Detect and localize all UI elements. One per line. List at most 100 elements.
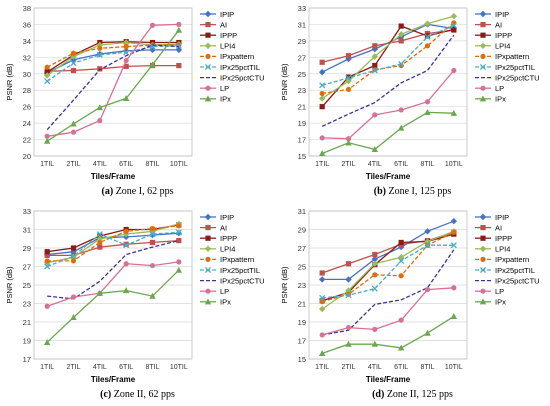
- series-line: [321, 34, 455, 127]
- legend-marker: [205, 85, 211, 91]
- data-point: [318, 150, 326, 157]
- legend-entry: IPx25pctTIL: [200, 266, 260, 275]
- legend-label: IPx25pctTIL: [495, 266, 535, 275]
- data-point: [450, 217, 458, 225]
- data-point: [345, 276, 352, 283]
- data-point: [123, 44, 129, 50]
- data-point: [319, 82, 326, 89]
- legend-marker: [204, 266, 212, 274]
- data-point: [319, 135, 325, 141]
- data-point: [44, 69, 50, 75]
- data-point: [123, 49, 130, 56]
- legend-entry: IPxpattern: [475, 255, 529, 264]
- series-IPPP: [319, 231, 457, 304]
- data-point: [345, 324, 352, 331]
- legend-label: AI: [220, 20, 227, 29]
- data-point: [123, 261, 129, 267]
- x-tick-label: 6TIL: [394, 161, 408, 168]
- data-point: [319, 270, 325, 276]
- series-IPx: [318, 109, 458, 157]
- y-tick-label: 30: [23, 70, 31, 79]
- data-point: [450, 242, 457, 249]
- legend-entry: IPPP: [475, 234, 512, 243]
- series-IPx25pctTIL: [319, 242, 457, 302]
- y-tick-label: 29: [298, 226, 306, 235]
- series-line: [321, 23, 454, 73]
- legend-entry: IPxpattern: [475, 52, 529, 61]
- legend-label: IPPP: [495, 31, 512, 40]
- legend-entry: LP: [475, 287, 504, 296]
- caption-text-a: Zone I, 62 pps: [115, 186, 174, 197]
- x-axis-label: Tiles/Frame: [91, 172, 136, 181]
- data-point: [96, 51, 103, 58]
- data-point: [70, 60, 77, 67]
- data-point: [345, 261, 352, 267]
- data-point: [371, 285, 378, 292]
- y-tick-label: 19: [298, 318, 306, 327]
- legend-marker: [480, 288, 486, 294]
- data-point: [372, 251, 378, 258]
- legend-entry: IPIP: [200, 213, 234, 222]
- data-point: [122, 287, 130, 294]
- data-point: [345, 77, 352, 85]
- data-point: [122, 47, 130, 54]
- data-point: [70, 294, 77, 300]
- legend-marker: [204, 245, 212, 252]
- data-point: [397, 124, 405, 131]
- data-point: [345, 340, 352, 347]
- legend-entry: AI: [475, 20, 502, 29]
- x-tick-label: 4TIL: [368, 161, 382, 168]
- data-point: [319, 90, 325, 97]
- data-point: [123, 242, 130, 249]
- data-point: [397, 344, 405, 351]
- x-tick-label: 4TIL: [93, 161, 107, 168]
- data-point: [371, 255, 379, 263]
- legend-entry: IPx: [475, 298, 506, 307]
- data-point: [149, 46, 156, 54]
- legend-label: IPx25pctCTU: [220, 73, 265, 82]
- data-point: [70, 313, 77, 320]
- legend-marker: [204, 298, 212, 305]
- legend-marker: [205, 22, 211, 28]
- y-tick-label: 21: [23, 318, 31, 327]
- data-point: [97, 66, 103, 72]
- legend-entry: IPxpattern: [200, 255, 254, 264]
- legend-label: IPIP: [495, 10, 509, 19]
- y-tick-label: 33: [298, 4, 306, 13]
- data-point: [371, 67, 378, 74]
- legend-label: IPIP: [220, 213, 234, 222]
- x-axis-label: Tiles/Frame: [366, 375, 411, 384]
- series-line: [46, 41, 179, 76]
- data-point: [44, 303, 50, 309]
- series-LP: [319, 285, 457, 338]
- data-point: [398, 60, 405, 67]
- y-tick-label: 19: [298, 119, 306, 128]
- data-point: [450, 22, 457, 29]
- plot-area: [33, 210, 193, 360]
- legend-label: AI: [220, 223, 227, 232]
- legend-label: IPPP: [495, 234, 512, 243]
- data-point: [372, 112, 378, 118]
- data-point: [424, 329, 431, 336]
- legend-label: LP: [220, 84, 229, 93]
- data-point: [345, 74, 352, 81]
- data-point: [44, 258, 50, 264]
- y-tick-label: 32: [23, 53, 31, 62]
- legend-label: IPPP: [220, 234, 237, 243]
- data-point: [176, 62, 182, 69]
- legend-entry: LPI4: [200, 42, 235, 51]
- data-point: [44, 78, 51, 85]
- legend-label: IPx25pctTIL: [495, 63, 535, 72]
- series-line: [46, 44, 179, 68]
- data-point: [345, 292, 352, 299]
- legend-marker: [479, 266, 487, 274]
- data-point: [398, 317, 404, 323]
- data-point: [43, 72, 51, 79]
- series-line: [321, 111, 454, 155]
- legend-entry: IPPP: [200, 31, 237, 40]
- x-tick-label: 10TIL: [170, 161, 188, 168]
- data-point: [398, 273, 404, 279]
- y-tick-label: 21: [298, 103, 306, 112]
- y-tick-label: 33: [23, 207, 31, 216]
- x-tick-label: 10TIL: [445, 161, 463, 168]
